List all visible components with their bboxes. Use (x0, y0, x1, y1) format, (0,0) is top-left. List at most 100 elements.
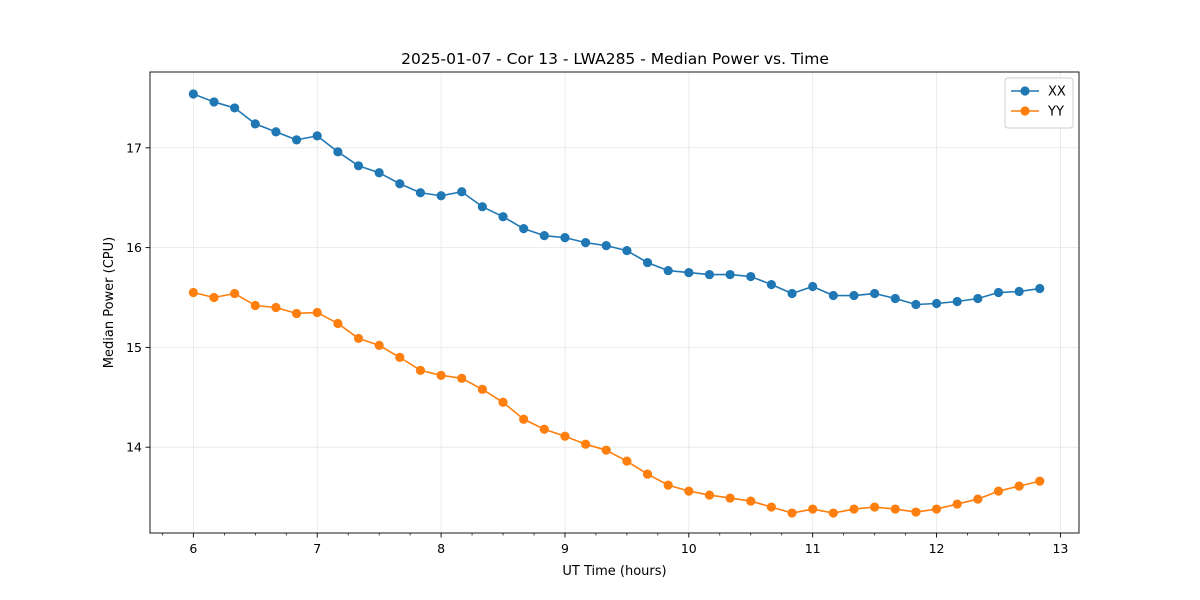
data-point-xx (828, 290, 838, 301)
data-point-yy (291, 308, 302, 319)
data-point-xx (209, 97, 219, 107)
data-point-yy (560, 431, 570, 441)
data-point-xx (353, 161, 364, 171)
data-point-yy (457, 373, 467, 383)
data-point-xx (312, 131, 322, 141)
data-point-xx (931, 298, 942, 309)
data-point-yy (890, 504, 900, 514)
grid-layer (150, 72, 1079, 533)
data-point-xx (539, 231, 549, 241)
data-point-yy (436, 370, 446, 380)
data-point-yy (1035, 476, 1045, 486)
data-point-yy (353, 333, 364, 344)
data-point-xx (1035, 283, 1045, 294)
data-point-yy (725, 493, 735, 503)
data-point-xx (746, 271, 756, 282)
y-tick-label: 15 (126, 340, 142, 355)
y-tick-label: 17 (126, 140, 142, 155)
data-point-yy (746, 496, 756, 506)
data-point-yy (828, 508, 838, 518)
data-point-xx (333, 147, 343, 157)
data-point-xx (250, 119, 260, 129)
x-tick-label: 8 (437, 541, 445, 556)
data-point-xx (725, 269, 735, 280)
data-point-yy (312, 307, 322, 318)
data-point-xx (663, 265, 673, 276)
x-tick-label: 12 (929, 541, 945, 556)
data-point-xx (704, 269, 715, 280)
x-tick-label: 7 (313, 541, 321, 556)
data-point-yy (601, 445, 611, 455)
x-tick-label: 10 (681, 541, 697, 556)
data-point-yy (766, 502, 777, 512)
legend-label-yy: YY (1047, 105, 1064, 120)
data-point-xx (993, 287, 1004, 298)
x-tick-label: 11 (805, 541, 821, 556)
data-point-yy (271, 302, 281, 313)
data-point-xx (684, 267, 694, 278)
data-point-yy (230, 288, 240, 299)
data-point-xx (291, 135, 302, 145)
data-point-xx (911, 299, 921, 310)
data-point-xx (374, 168, 384, 178)
y-axis-title: Median Power (CPU) (102, 237, 117, 368)
data-point-xx (477, 202, 487, 212)
data-point-yy (477, 384, 487, 394)
data-point-xx (973, 293, 983, 304)
data-point-xx (395, 179, 405, 189)
data-point-yy (333, 318, 343, 329)
data-point-xx (952, 296, 962, 307)
x-tick-label: 9 (561, 541, 569, 556)
data-point-yy (973, 494, 983, 504)
data-point-xx (436, 191, 446, 201)
data-point-yy (519, 414, 529, 424)
data-point-xx (890, 293, 900, 304)
data-point-xx (808, 281, 818, 292)
data-point-xx (766, 279, 777, 290)
data-point-xx (870, 288, 880, 299)
data-point-xx (457, 187, 467, 197)
data-point-xx (519, 224, 529, 234)
data-point-xx (498, 212, 508, 222)
series-line-yy (193, 291, 1040, 514)
data-point-xx (415, 188, 426, 198)
axes-layer: 6 7 8 9 10 11 12 13 14 15 16 17 (126, 71, 1080, 556)
data-point-yy (663, 480, 673, 490)
plot-frame (149, 71, 1080, 534)
x-tick-label: 6 (189, 541, 197, 556)
data-point-xx (849, 290, 859, 301)
data-point-yy (787, 508, 797, 518)
data-point-yy (415, 365, 426, 375)
data-point-yy (849, 504, 859, 514)
data-point-yy (374, 340, 384, 351)
series-layer (188, 89, 1045, 518)
x-tick-label: 13 (1052, 541, 1068, 556)
data-point-yy (870, 502, 880, 512)
data-point-yy (911, 507, 921, 517)
data-point-yy (952, 499, 962, 509)
data-point-xx (622, 246, 632, 256)
data-point-yy (188, 287, 198, 298)
data-point-xx (560, 233, 570, 243)
data-point-xx (642, 257, 653, 268)
data-point-xx (188, 89, 198, 99)
data-point-xx (271, 127, 281, 137)
data-point-xx (581, 238, 591, 248)
data-point-xx (787, 288, 797, 299)
data-point-yy (498, 397, 508, 407)
data-point-yy (581, 439, 591, 449)
data-point-yy (704, 490, 715, 500)
legend: XX YY (1004, 77, 1074, 129)
data-point-xx (1014, 286, 1024, 297)
data-point-xx (230, 103, 240, 113)
data-point-yy (395, 352, 405, 362)
data-point-yy (931, 504, 942, 514)
x-axis-title: UT Time (hours) (562, 564, 666, 579)
y-tick-label: 14 (126, 440, 142, 455)
data-point-yy (622, 456, 632, 466)
data-point-yy (539, 424, 549, 434)
y-tick-label: 16 (126, 240, 142, 255)
data-point-yy (684, 486, 694, 496)
chart-title: 2025-01-07 - Cor 13 - LWA285 - Median Po… (401, 50, 829, 68)
